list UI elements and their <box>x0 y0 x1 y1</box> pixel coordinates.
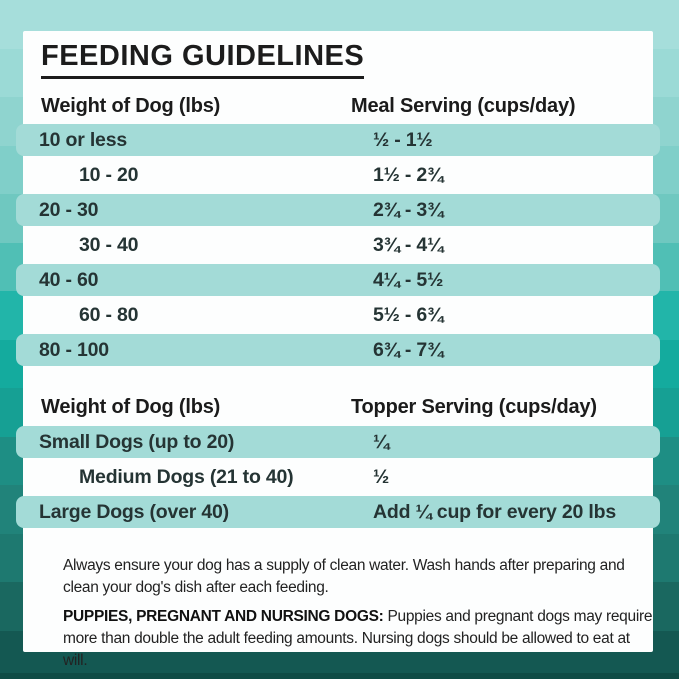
serving-cell: Add ¼ cup for every 20 lbs <box>373 500 616 523</box>
serving-cell: 2¾ - 3¾ <box>373 198 444 221</box>
weight-cell: 40 - 60 <box>39 268 99 291</box>
water-note: Always ensure your dog has a supply of c… <box>63 557 625 596</box>
special-note-label: PUPPIES, PREGNANT AND NURSING DOGS: <box>63 608 384 625</box>
serving-cell: 5½ - 6¾ <box>373 303 444 326</box>
meal-header-serving: Meal Serving (cups/day) <box>351 95 576 117</box>
table-row: 40 - 60 4¼ - 5½ <box>16 264 660 296</box>
topper-header-serving: Topper Serving (cups/day) <box>351 396 597 418</box>
meal-header-weight: Weight of Dog (lbs) <box>41 95 221 117</box>
guidelines-card: FEEDING GUIDELINES Weight of Dog (lbs) M… <box>16 31 660 669</box>
weight-cell: Large Dogs (over 40) <box>39 500 229 523</box>
table-row: Medium Dogs (21 to 40) ½ <box>39 461 637 493</box>
title-block: FEEDING GUIDELINES <box>41 40 365 79</box>
table-row: Large Dogs (over 40) Add ¼ cup for every… <box>16 496 660 528</box>
topper-table-body: Small Dogs (up to 20) ¼ Medium Dogs (21 … <box>16 426 660 528</box>
special-note-text: Puppies and pregnant dogs may require mo… <box>63 608 653 669</box>
weight-cell: 30 - 40 <box>79 233 139 256</box>
serving-cell: ½ <box>373 465 390 488</box>
weight-cell: Small Dogs (up to 20) <box>39 430 235 453</box>
serving-cell: ½ - 1½ <box>373 128 433 151</box>
meal-table-header: Weight of Dog (lbs) Meal Serving (cups/d… <box>41 95 635 117</box>
serving-cell: 3¾ - 4¼ <box>373 233 444 256</box>
table-row: 20 - 30 2¾ - 3¾ <box>16 194 660 226</box>
footnotes: Always ensure your dog has a supply of c… <box>63 555 655 672</box>
meal-table-body: 10 or less ½ - 1½ 10 - 20 1½ - 2¾ 20 - 3… <box>16 124 660 366</box>
weight-cell: 80 - 100 <box>39 338 109 361</box>
page-title: FEEDING GUIDELINES <box>41 40 365 72</box>
table-row: 10 or less ½ - 1½ <box>16 124 660 156</box>
serving-cell: 4¼ - 5½ <box>373 268 444 291</box>
weight-cell: 60 - 80 <box>79 303 139 326</box>
table-row: 60 - 80 5½ - 6¾ <box>39 299 637 331</box>
serving-cell: 6¾ - 7¾ <box>373 338 444 361</box>
serving-cell: ¼ <box>373 430 390 453</box>
table-row: 80 - 100 6¾ - 7¾ <box>16 334 660 366</box>
weight-cell: 10 or less <box>39 128 127 151</box>
weight-cell: 10 - 20 <box>79 163 139 186</box>
table-row: Small Dogs (up to 20) ¼ <box>16 426 660 458</box>
table-row: 10 - 20 1½ - 2¾ <box>39 159 637 191</box>
weight-cell: Medium Dogs (21 to 40) <box>79 465 294 488</box>
serving-cell: 1½ - 2¾ <box>373 163 444 186</box>
special-note: PUPPIES, PREGNANT AND NURSING DOGS: Pupp… <box>63 606 655 672</box>
topper-header-weight: Weight of Dog (lbs) <box>41 396 221 418</box>
table-row: 30 - 40 3¾ - 4¼ <box>39 229 637 261</box>
weight-cell: 20 - 30 <box>39 198 99 221</box>
title-underline <box>41 76 365 79</box>
topper-table-header: Weight of Dog (lbs) Topper Serving (cups… <box>41 396 635 418</box>
background-band <box>0 673 679 679</box>
